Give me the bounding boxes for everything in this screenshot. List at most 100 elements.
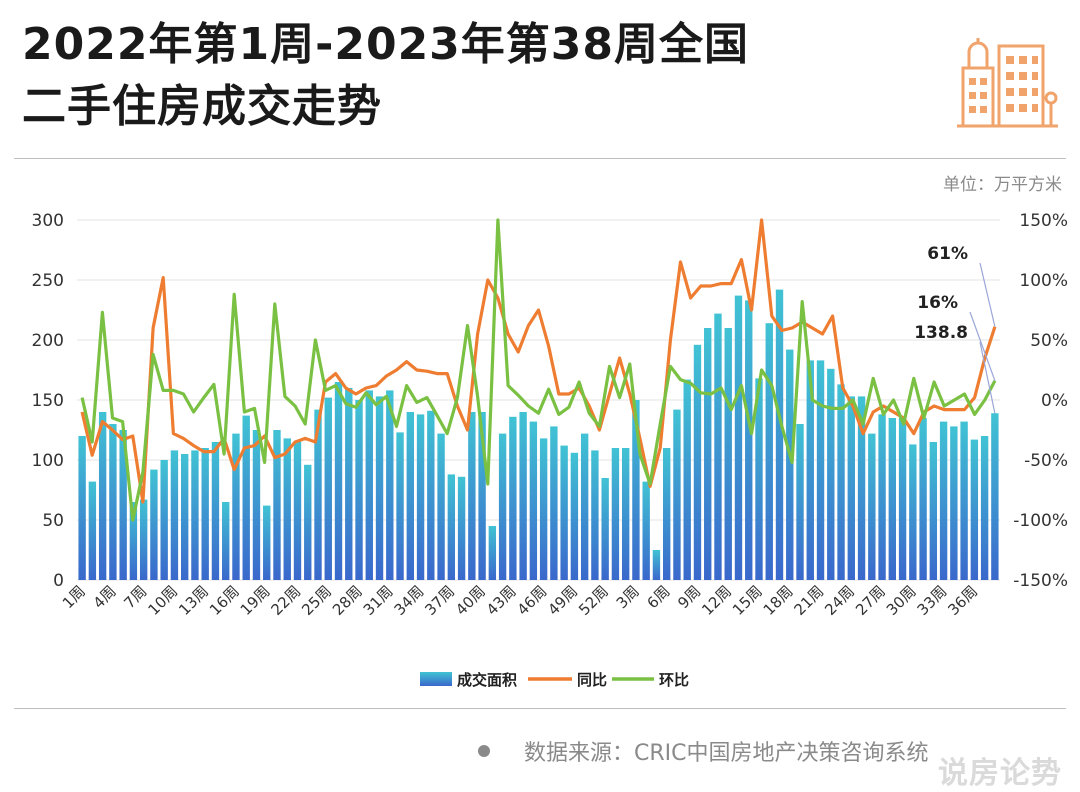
unit-label: 单位：万平方米 [943,175,1062,195]
bullet-dot [478,745,490,757]
bar [621,448,630,580]
x-tick-label: 30周 [883,582,920,619]
bar [129,502,138,580]
bar [775,289,784,580]
y-tick-label: 150 [32,391,64,411]
y2-tick-label: -50% [1024,451,1068,471]
bar [119,430,127,580]
bar [365,390,373,580]
legend-label: 环比 [659,671,689,689]
bar [457,476,466,580]
bar [98,412,107,580]
bar [693,344,702,580]
bar [180,454,189,580]
y2-tick-label: -100% [1013,511,1068,531]
legend: 成交面积 同比 环比 [420,671,689,689]
x-tick-label: 40周 [452,582,489,619]
bar [498,433,507,580]
bar [673,409,681,580]
bar [529,421,538,580]
x-tick-label: 34周 [391,582,428,619]
bar [950,426,958,580]
bar [857,396,866,580]
bar [150,469,158,580]
x-tick-label: 18周 [760,582,797,619]
y2-tick-label: 150% [1019,211,1068,231]
bar [960,421,968,580]
bar [580,433,589,580]
bar [273,430,281,580]
bar [304,464,312,580]
source-text: 数据来源：CRIC中国房地产决策咨询系统 [524,741,929,766]
bar [786,349,794,580]
line-同比 [80,218,997,504]
x-tick-label: 22周 [267,582,304,619]
bar [232,433,240,580]
bar [160,460,168,580]
legend-swatch-bar [420,672,452,686]
x-tick-label: 37周 [421,582,458,619]
bar [796,424,804,580]
bar [252,430,261,580]
bar [816,360,825,580]
header-divider [14,158,1066,159]
y2-tick-label: 100% [1019,271,1068,291]
x-tick-label: 24周 [821,582,858,619]
bar [929,442,938,580]
bar [714,313,722,580]
x-tick-label: 31周 [360,582,397,619]
chart: 0 50 100 150 200 250 300 -150% -100% -50% 0% 50% 100… [32,211,1068,689]
bar [324,397,332,580]
bar [201,448,209,580]
bar [314,409,322,580]
bar [755,378,763,580]
x-tick-label: 28周 [329,582,366,619]
y2-tick-label: 0% [1041,391,1068,411]
bar [980,436,989,580]
bar [427,410,435,580]
bar [375,396,384,580]
bar [396,432,404,580]
bar [827,368,835,580]
bar [939,421,948,580]
bar [847,396,855,580]
bar [78,436,86,580]
bar [570,452,579,580]
x-tick-label: 52周 [575,582,612,619]
bar [211,442,220,580]
bar [868,433,876,580]
data-label: 61% [927,244,968,264]
bar [283,438,291,580]
bar [919,418,927,580]
watermark: 说房论势 [938,756,1062,791]
x-tick-label: 36周 [944,582,981,619]
y2-tick-label: 50% [1030,331,1068,351]
bar [591,450,599,580]
bar [704,328,712,580]
y-tick-label: 250 [32,271,64,291]
line-环比 [80,218,997,522]
x-tick-label: 46周 [514,582,551,619]
annotation-leader [969,311,996,382]
footer-divider [14,708,1066,709]
bar [878,414,886,580]
x-tick-label: 49周 [544,582,581,619]
bar [242,415,250,580]
bar [416,414,425,580]
legend-label: 同比 [577,671,607,689]
bar [222,502,230,580]
bar [488,526,497,580]
bar [837,384,845,580]
annotation-leader [979,341,996,414]
bar [991,413,999,580]
y-tick-label: 50 [42,511,64,531]
building-icon [957,38,1058,128]
bar [386,390,394,580]
bar [355,400,363,580]
bar [888,418,897,580]
bar [334,382,343,580]
bar [663,448,671,580]
y-tick-label: 100 [32,451,64,471]
data-label: 16% [917,293,958,313]
bar [601,478,609,580]
